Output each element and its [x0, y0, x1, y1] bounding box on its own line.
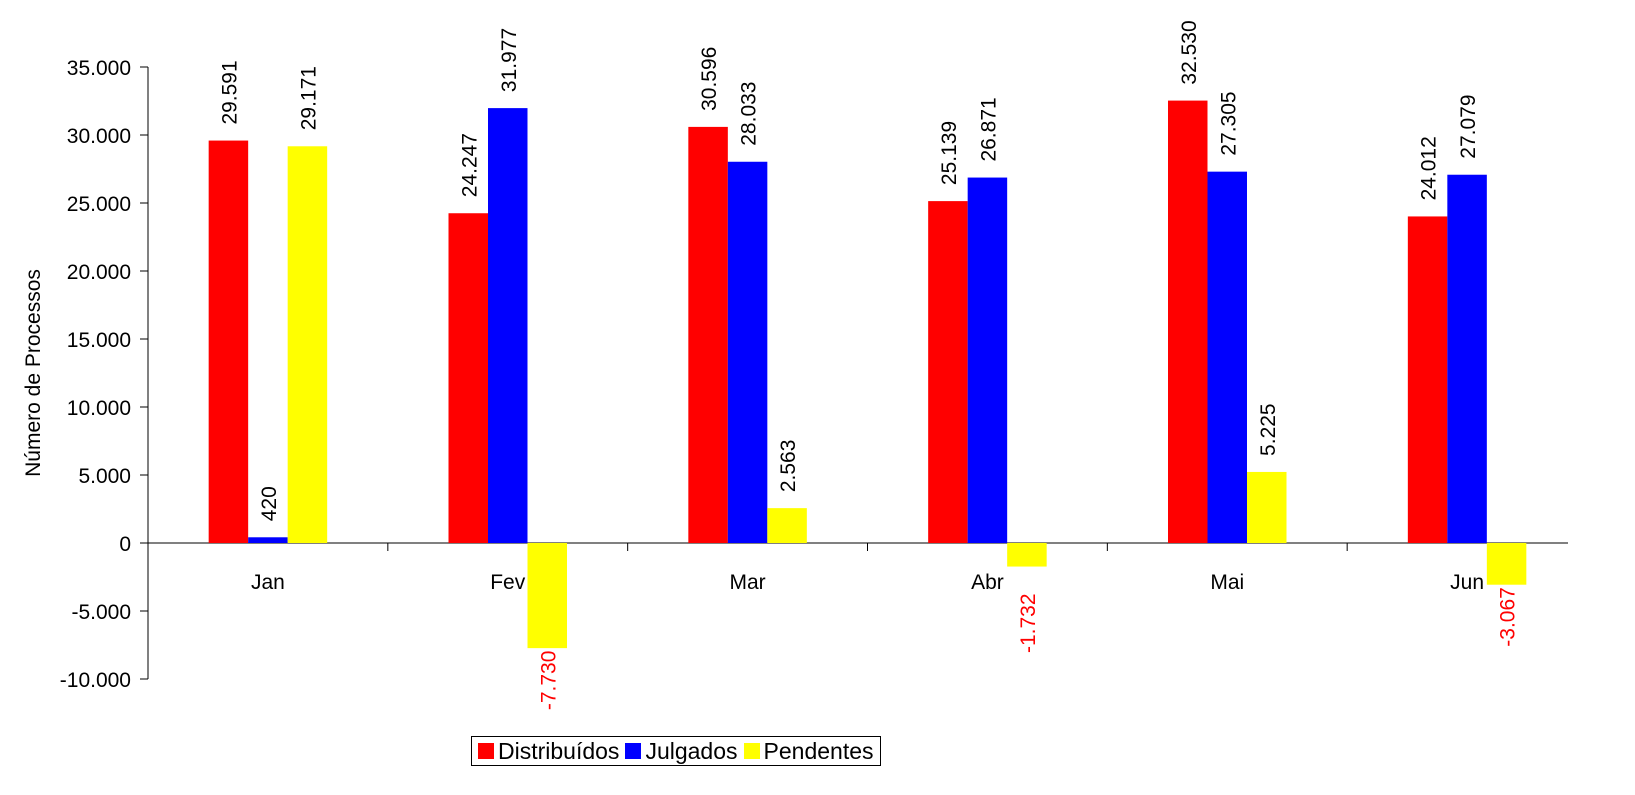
- y-tick-label: 25.000: [67, 193, 131, 216]
- data-label: 26.871: [977, 97, 1000, 161]
- legend-swatch-distribuidos: [478, 743, 494, 759]
- x-tick-label: Mai: [1210, 571, 1244, 594]
- data-label: 2.563: [777, 440, 800, 493]
- data-label: 27.305: [1217, 91, 1240, 155]
- y-tick-label: 5.000: [78, 465, 131, 488]
- x-tick-label: Mar: [729, 571, 765, 594]
- bar-distribuidos-mar: [688, 126, 728, 543]
- y-tick-label: 30.000: [67, 125, 131, 148]
- bar-pendentes-abr: [1007, 543, 1047, 567]
- legend-label-julgados: Julgados: [645, 737, 738, 764]
- data-label: -7.730: [537, 651, 560, 711]
- y-tick-label: 20.000: [67, 261, 131, 284]
- y-tick-label: 15.000: [67, 329, 131, 352]
- data-label: 24.012: [1418, 136, 1441, 200]
- legend-label-pendentes: Pendentes: [763, 737, 874, 764]
- y-tick-label: -5.000: [71, 601, 131, 624]
- axes: -10.000 -5.000 0 5.000 10.000 15.000 20.000 25.…: [60, 57, 1568, 692]
- bar-pendentes-fev: [527, 543, 567, 649]
- bar-distribuidos-jun: [1407, 216, 1448, 543]
- x-tick-label: Jan: [251, 571, 285, 594]
- bar-julgados-fev: [488, 108, 528, 544]
- legend-item-pendentes: Pendentes: [743, 737, 874, 765]
- legend-swatch-julgados: [625, 743, 642, 759]
- legend-swatch-pendentes: [743, 743, 760, 759]
- bar-julgados-jun: [1447, 174, 1487, 544]
- y-axis-title-group: Número de Processos: [22, 269, 45, 477]
- data-label: -1.732: [1017, 593, 1040, 653]
- bar-julgados-abr: [967, 177, 1008, 544]
- data-label: 30.596: [698, 47, 721, 111]
- data-label: 25.139: [938, 121, 961, 185]
- bar-julgados-mar: [727, 161, 768, 543]
- y-tick-label: 35.000: [67, 57, 131, 80]
- bar-julgados-mai: [1207, 171, 1247, 544]
- bar-julgados-jan: [248, 537, 288, 543]
- bar-pendentes-mar: [767, 508, 807, 543]
- bar-distribuidos-mai: [1168, 100, 1208, 543]
- bar-distribuidos-abr: [928, 201, 968, 543]
- legend: Distribuídos Julgados Pendentes: [471, 736, 881, 766]
- bar-distribuidos-jan: [208, 140, 249, 544]
- legend-item-julgados: Julgados: [625, 737, 738, 765]
- bar-pendentes-jan: [287, 146, 328, 543]
- data-label: 24.247: [458, 133, 481, 197]
- x-tick-label: Jun: [1450, 571, 1484, 594]
- bars: [208, 100, 1527, 649]
- y-tick-label: -10.000: [60, 669, 131, 692]
- data-label: 27.079: [1457, 94, 1480, 158]
- y-tick-label: 0: [119, 533, 131, 556]
- data-labels: 29.591 420 29.171 24.247 31.977 -7.730 30.596 2…: [218, 20, 1519, 710]
- legend-item-distribuidos: Distribuídos: [478, 738, 619, 765]
- x-tick-label: Fev: [490, 571, 526, 594]
- data-label: 5.225: [1257, 403, 1280, 456]
- bar-pendentes-jun: [1486, 543, 1527, 585]
- y-tick-label: 10.000: [67, 397, 131, 420]
- data-label: 420: [258, 486, 281, 521]
- data-label: 32.530: [1178, 20, 1201, 84]
- data-label: -3.067: [1497, 587, 1520, 647]
- x-tick-label: Abr: [971, 571, 1004, 594]
- bar-distribuidos-fev: [448, 213, 488, 544]
- data-label: 28.033: [738, 82, 761, 146]
- y-axis-title: Número de Processos: [22, 269, 45, 477]
- data-label: 29.171: [297, 66, 320, 130]
- legend-label-distribuidos: Distribuídos: [498, 737, 620, 764]
- data-label: 31.977: [498, 28, 521, 92]
- bar-pendentes-mai: [1247, 471, 1287, 543]
- data-label: 29.591: [218, 60, 241, 124]
